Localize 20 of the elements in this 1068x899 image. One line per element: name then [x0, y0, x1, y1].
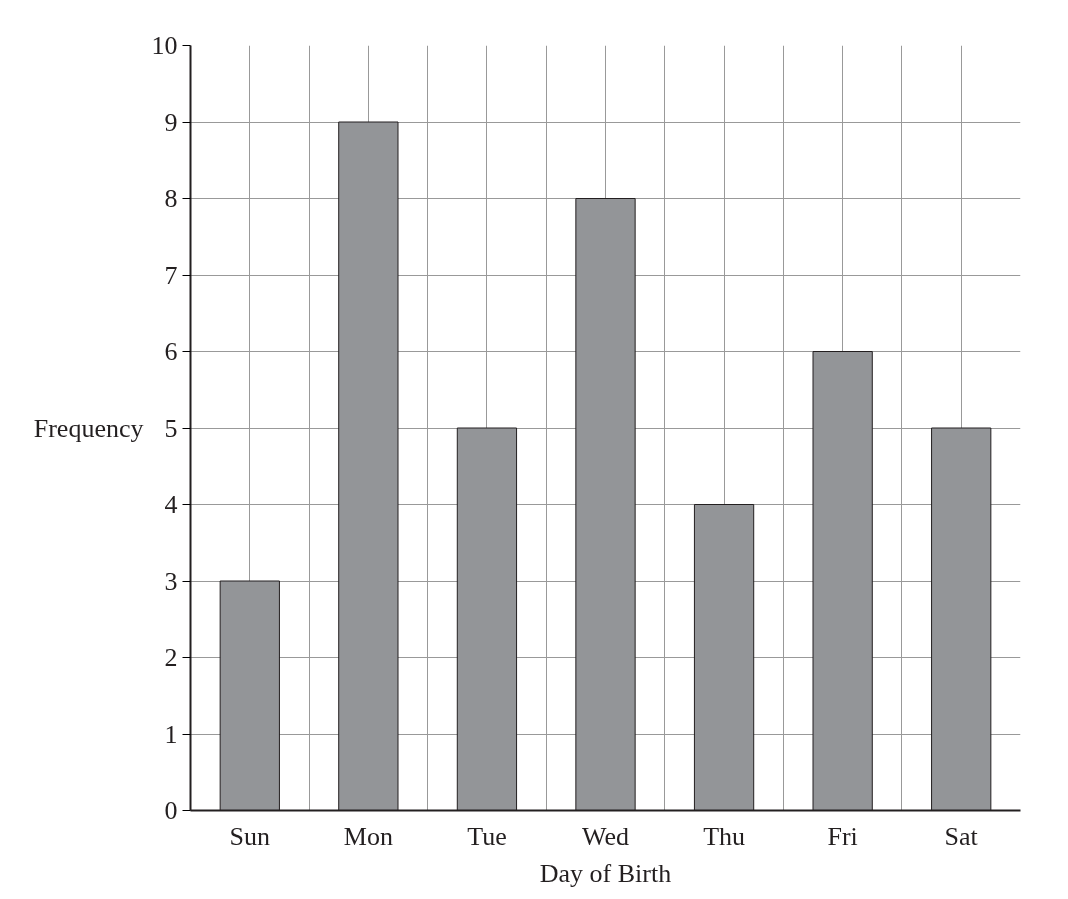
y-axis-title: Frequency [33, 413, 144, 443]
x-tick-label: Sun [229, 821, 271, 851]
y-tick-label: 10 [151, 31, 178, 60]
y-tick-label: 0 [164, 796, 178, 825]
y-tick-label: 4 [164, 490, 178, 519]
x-tick-label: Mon [343, 821, 393, 851]
x-tick-label: Fri [827, 821, 858, 851]
y-tick-label: 6 [164, 337, 178, 366]
x-tick-label: Tue [467, 821, 507, 851]
y-tick-label: 7 [164, 260, 178, 290]
y-tick-label: 5 [164, 413, 178, 443]
y-tick-label: 3 [164, 566, 178, 596]
x-tick-label: Wed [582, 821, 629, 851]
y-tick-label: 8 [164, 184, 178, 213]
x-tick-label: Sat [944, 821, 979, 851]
y-tick-label: 2 [164, 643, 178, 672]
y-tick-label: 9 [164, 107, 178, 137]
x-tick-label: Thu [703, 821, 746, 851]
y-tick-label: 1 [164, 719, 178, 749]
x-axis-title: Day of Birth [539, 858, 672, 888]
